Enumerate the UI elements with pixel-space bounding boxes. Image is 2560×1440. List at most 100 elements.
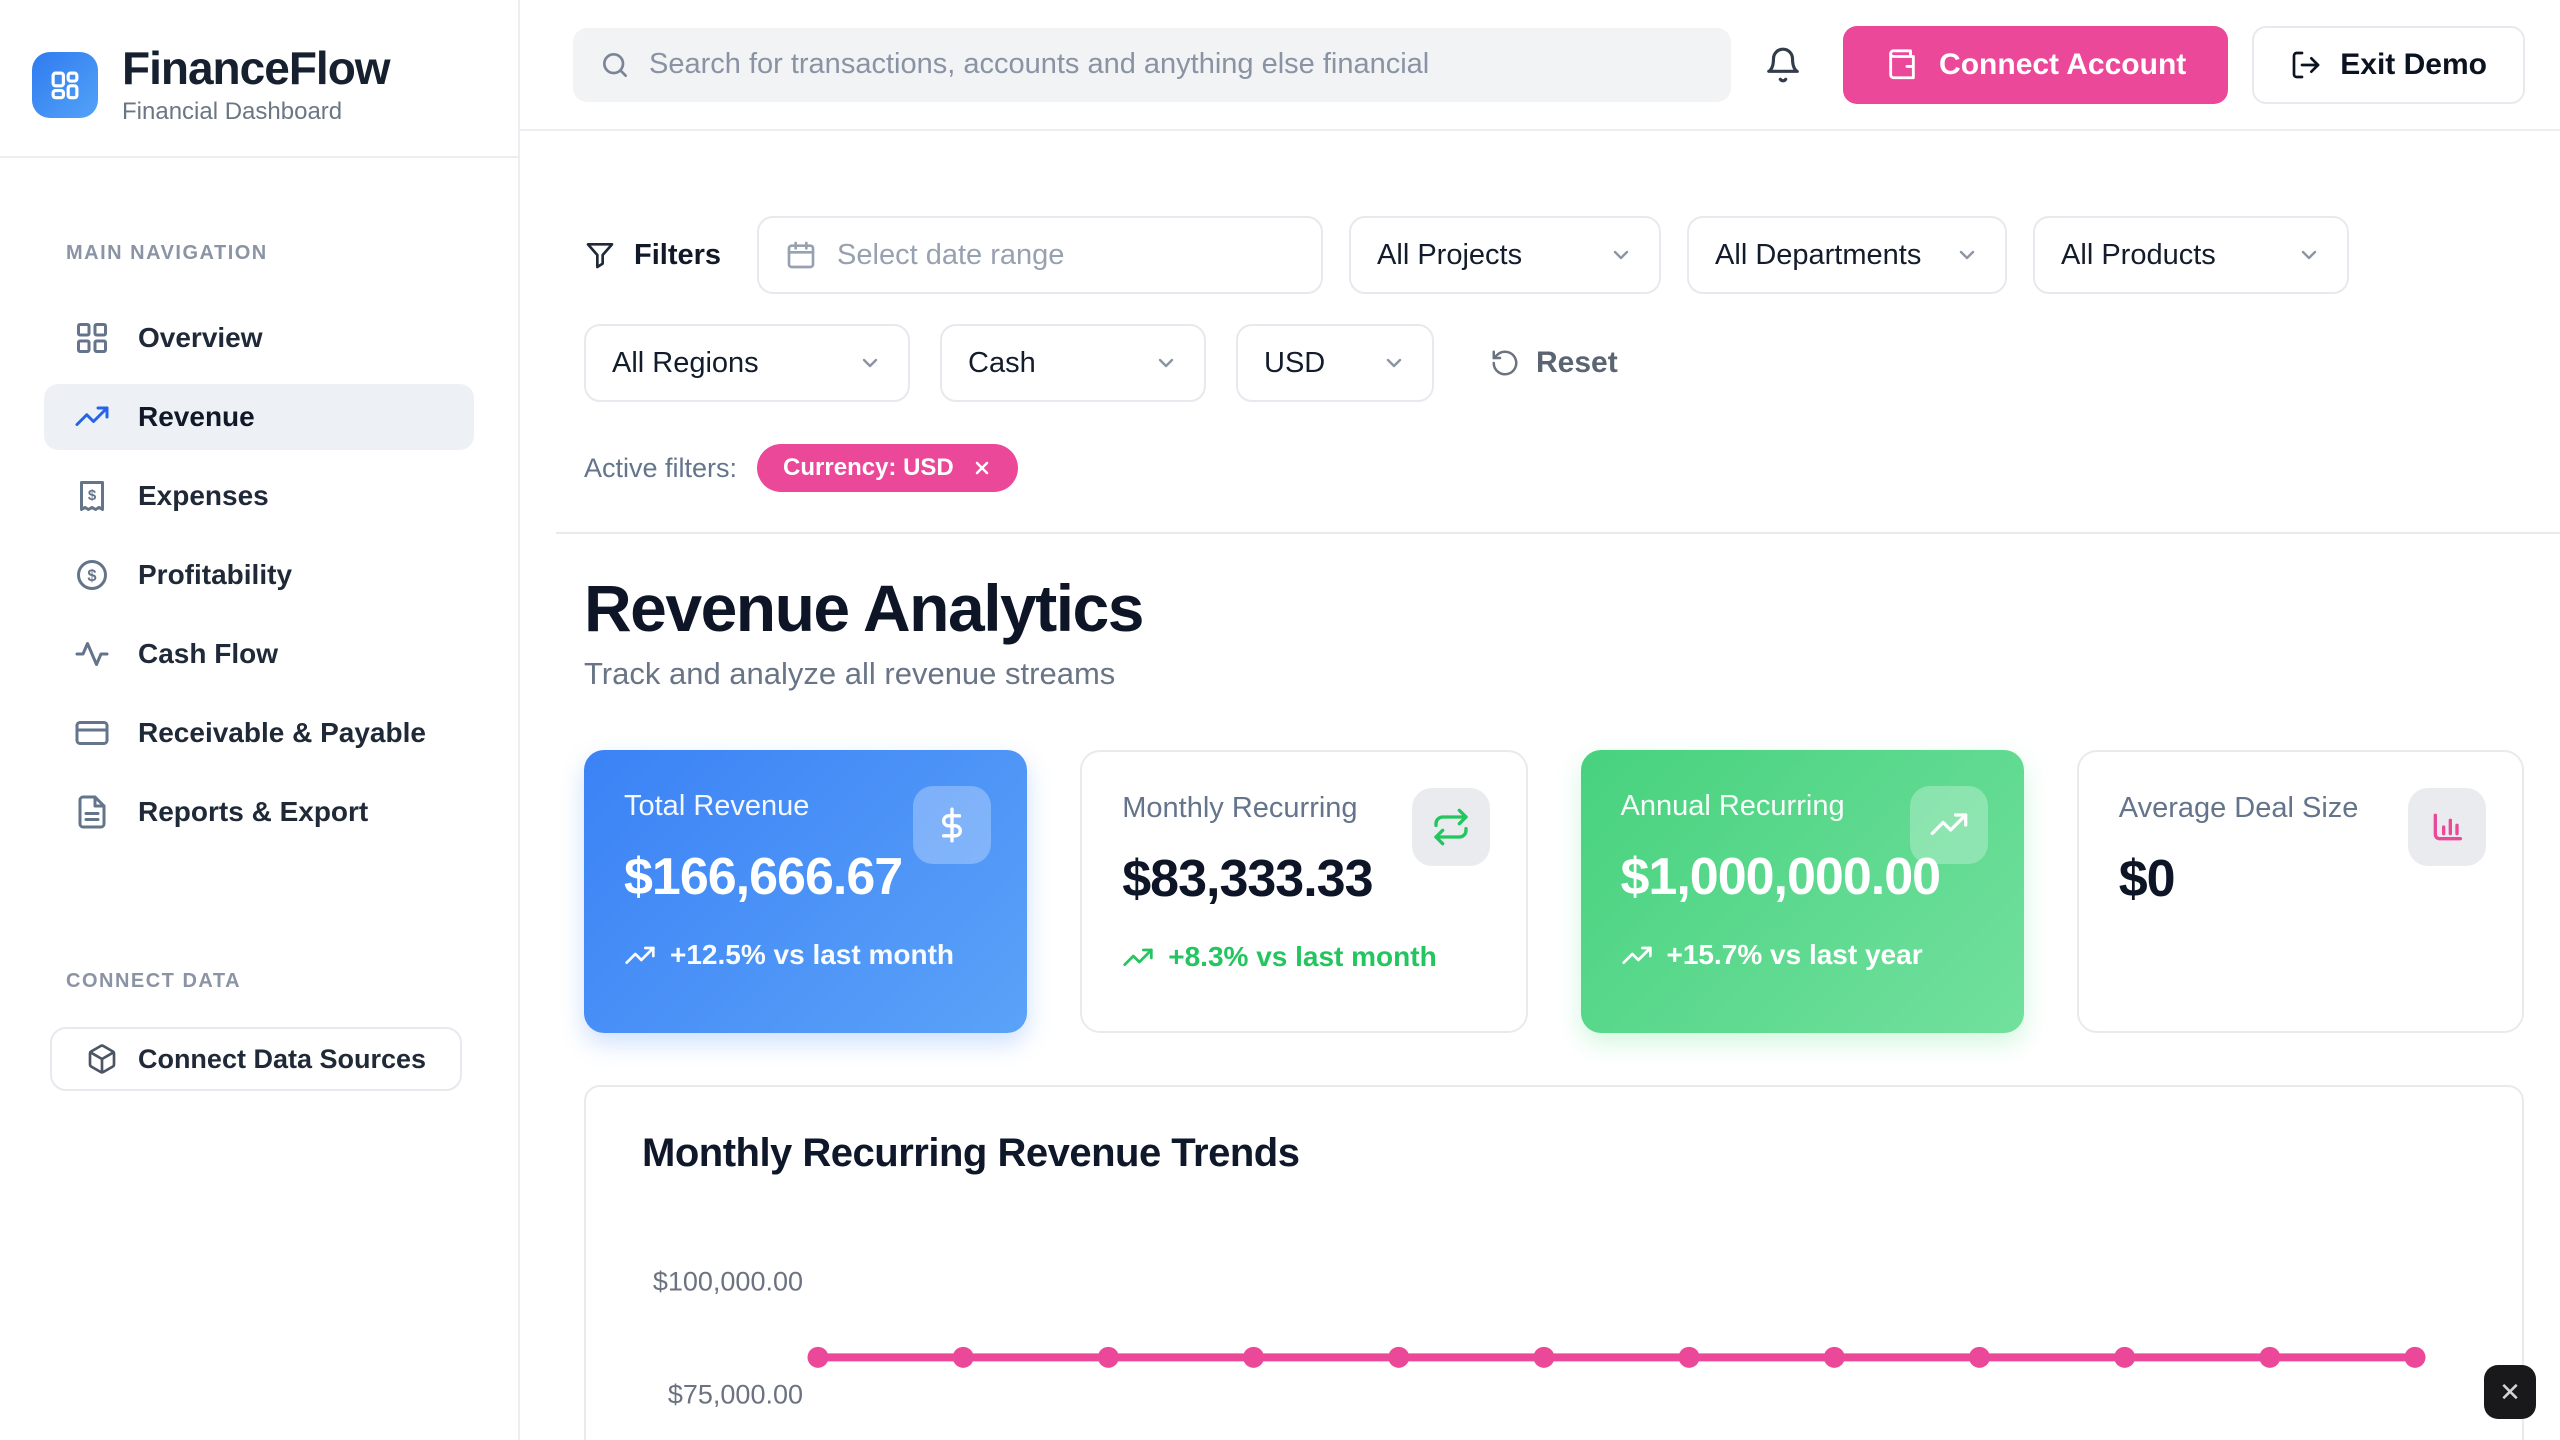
kpi-card-average-deal-size: Average Deal Size $0 <box>2076 750 2524 1033</box>
chevron-down-icon <box>1158 358 1174 368</box>
svg-text:$: $ <box>87 567 96 585</box>
sidebar-item-receivable-payable[interactable]: Receivable & Payable <box>44 700 474 766</box>
funnel-icon <box>586 243 614 269</box>
trending-up-icon <box>74 399 110 435</box>
chevron-down-icon <box>1959 250 1975 260</box>
y-axis-tick-label: $75,000.00 <box>667 1379 803 1410</box>
projects-dropdown[interactable]: All Projects <box>1349 216 1662 294</box>
regions-dropdown[interactable]: All Regions <box>584 324 910 402</box>
calendar-icon <box>787 241 815 269</box>
sidebar-item-label: Expenses <box>138 480 269 512</box>
data-point <box>1243 1346 1265 1368</box>
section-divider <box>556 532 2560 534</box>
search-input[interactable] <box>649 48 1706 81</box>
main-content: Filters Select date range All Projects A… <box>520 132 2560 1440</box>
sidebar-item-label: Overview <box>138 322 263 354</box>
kpi-value: $83,333.33 <box>1122 850 1373 908</box>
chevron-down-icon <box>862 358 878 368</box>
sidebar-item-label: Cash Flow <box>138 638 279 670</box>
chevron-down-icon <box>2301 250 2317 260</box>
sidebar-item-reports-export[interactable]: Reports & Export <box>44 779 474 845</box>
search-box[interactable] <box>573 27 1732 102</box>
data-point <box>952 1346 974 1368</box>
chart-title: Monthly Recurring Revenue Trends <box>642 1131 1300 1175</box>
wallet-icon <box>1889 48 1915 79</box>
data-point <box>807 1346 829 1368</box>
svg-text:$: $ <box>88 487 97 504</box>
departments-dropdown[interactable]: All Departments <box>1687 216 2008 294</box>
app-title: FinanceFlow <box>122 42 391 94</box>
activity-icon <box>74 636 110 672</box>
trending-up-icon <box>625 946 655 964</box>
connect-account-button[interactable]: Connect Account <box>1843 25 2229 104</box>
search-icon <box>599 49 631 81</box>
date-range-placeholder: Select date range <box>837 238 1065 271</box>
data-point <box>2404 1346 2426 1368</box>
sidebar-item-cash-flow[interactable]: Cash Flow <box>44 621 474 687</box>
products-dropdown[interactable]: All Products <box>2033 216 2350 294</box>
top-bar: Connect Account Exit Demo <box>520 0 2560 131</box>
page-title: Revenue Analytics <box>584 571 1144 645</box>
exit-demo-button[interactable]: Exit Demo <box>2252 25 2525 104</box>
app-logo-icon <box>32 52 98 119</box>
active-filters-label: Active filters: <box>584 452 738 483</box>
kpi-card-annual-recurring: Annual Recurring $1,000,000.00 +15.7% vs… <box>1580 750 2024 1033</box>
kpi-label: Total Revenue <box>624 790 810 822</box>
mrr-trends-chart-card: Monthly Recurring Revenue Trends $100,00… <box>584 1085 2524 1440</box>
sidebar: FinanceFlow Financial Dashboard MAIN NAV… <box>0 0 520 1440</box>
repeat-icon <box>1411 788 1490 866</box>
sidebar-item-overview[interactable]: Overview <box>44 305 474 371</box>
active-filter-chip-currency[interactable]: Currency: USD <box>757 444 1018 492</box>
connect-data-sources-button[interactable]: Connect Data Sources <box>50 1027 462 1092</box>
chevron-down-icon <box>1613 250 1629 260</box>
data-point <box>2259 1346 2281 1368</box>
dollar-sign-icon <box>913 786 992 864</box>
data-point <box>1388 1346 1410 1368</box>
kpi-value: $0 <box>2118 850 2176 908</box>
sidebar-item-expenses[interactable]: $ Expenses <box>44 463 474 529</box>
sidebar-item-profitability[interactable]: $ Profitability <box>44 542 474 608</box>
sidebar-item-label: Receivable & Payable <box>138 717 426 749</box>
mrr-chart-plot: $100,000.00$75,000.00$50,000.00 <box>642 1224 2466 1440</box>
trending-up-icon <box>1909 786 1988 864</box>
circle-dollar-icon: $ <box>74 557 110 593</box>
kpi-value: $1,000,000.00 <box>1620 848 1942 906</box>
notifications-bell-button[interactable] <box>1759 41 1807 89</box>
trending-up-icon <box>1621 946 1652 964</box>
active-filters-row: Active filters: Currency: USD <box>584 444 2524 492</box>
overlay-close-button[interactable]: ✕ <box>2484 1365 2536 1419</box>
data-point <box>1678 1346 1700 1368</box>
data-point <box>1097 1346 1119 1368</box>
brand: FinanceFlow Financial Dashboard <box>0 0 518 159</box>
sidebar-item-label: Reports & Export <box>138 796 369 828</box>
reset-filters-button[interactable]: Reset <box>1490 346 1618 380</box>
kpi-label: Monthly Recurring <box>1122 792 1358 824</box>
sidebar-item-label: Profitability <box>138 559 293 591</box>
filters-label: Filters <box>584 239 721 272</box>
bell-icon <box>1767 47 1799 82</box>
sidebar-item-revenue[interactable]: Revenue <box>44 384 474 451</box>
kpi-trend: +15.7% vs last year <box>1621 935 1984 976</box>
kpi-cards: Total Revenue $166,666.67 +12.5% vs last… <box>584 750 2524 1033</box>
trending-up-icon <box>1123 948 1153 966</box>
app-tagline: Financial Dashboard <box>122 98 343 126</box>
currency-dropdown[interactable]: USD <box>1236 324 1434 402</box>
payment-method-dropdown[interactable]: Cash <box>940 324 1206 402</box>
close-icon <box>975 461 989 475</box>
kpi-trend: +8.3% vs last month <box>1122 937 1485 978</box>
filters-row-2: All Regions Cash USD Reset <box>584 324 2524 402</box>
date-range-input[interactable]: Select date range <box>757 216 1324 294</box>
nav-section-heading: MAIN NAVIGATION <box>66 242 268 265</box>
credit-card-icon <box>74 715 110 751</box>
data-point <box>1533 1346 1555 1368</box>
y-axis-tick-label: $100,000.00 <box>652 1266 803 1297</box>
main-navigation: Overview Revenue $ Expenses $ Profitabil… <box>44 305 474 858</box>
rotate-ccw-icon <box>1492 350 1518 376</box>
receipt-icon: $ <box>74 478 110 514</box>
file-text-icon <box>74 794 110 830</box>
layout-grid-icon <box>74 320 110 356</box>
data-point <box>2114 1346 2136 1368</box>
data-point <box>1823 1346 1845 1368</box>
cube-icon <box>86 1043 118 1075</box>
kpi-value: $166,666.67 <box>624 848 903 906</box>
